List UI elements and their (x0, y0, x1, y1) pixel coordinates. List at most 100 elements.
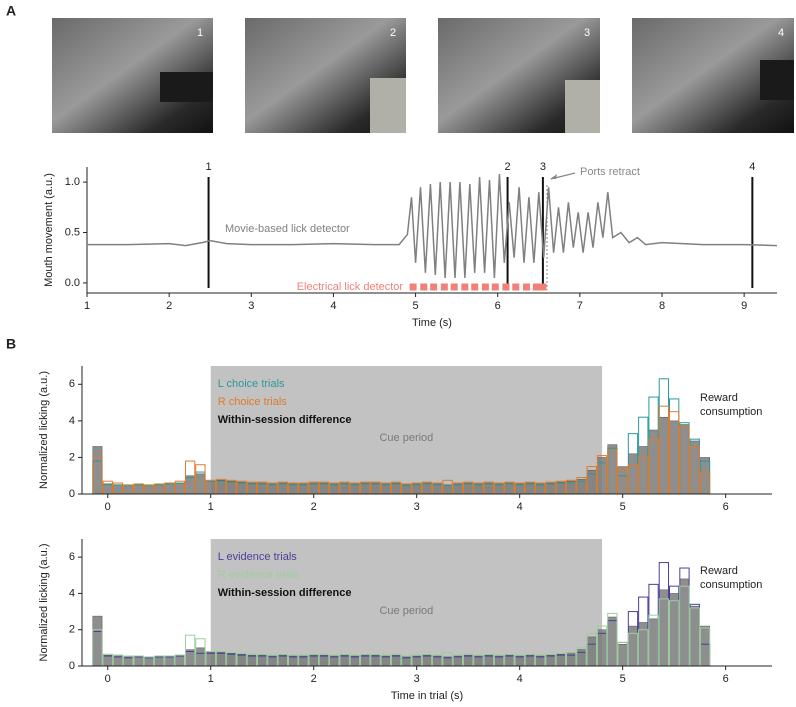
bar (514, 655, 525, 667)
trace (87, 174, 778, 278)
bar (525, 482, 535, 495)
x-tick-label: 6 (723, 673, 729, 685)
bar (329, 483, 340, 495)
bar (452, 655, 463, 667)
bar (164, 483, 175, 495)
x-tick-label: 6 (495, 300, 501, 312)
bar (154, 656, 165, 667)
x-tick-label: 7 (577, 300, 583, 312)
cue-period (210, 539, 603, 666)
bar (298, 483, 309, 495)
y-tick-label: 6 (69, 551, 75, 563)
bar (360, 654, 371, 667)
bar (277, 482, 288, 495)
x-axis-label: Time in trial (s) (391, 690, 463, 702)
y-tick-label: 0.0 (65, 277, 80, 289)
x-tick-label: 1 (84, 300, 90, 312)
x-tick-label: 4 (517, 673, 523, 685)
y-tick-label: 0.5 (65, 226, 80, 238)
bar (226, 653, 237, 667)
bar (236, 481, 247, 495)
bar (586, 636, 597, 667)
photo-label: 3 (584, 27, 590, 39)
bar (205, 480, 216, 495)
lick-event (522, 283, 530, 291)
lick-event (430, 283, 438, 291)
bar (473, 483, 484, 495)
lick-event (502, 283, 510, 291)
legend-entry-main: Within-session difference (218, 587, 352, 599)
bar (195, 647, 206, 667)
bar (185, 475, 196, 495)
bar (700, 457, 710, 495)
bar (669, 593, 680, 667)
x-tick-label: 8 (659, 300, 665, 312)
bar (483, 482, 494, 495)
bar (689, 440, 700, 495)
bar (648, 618, 659, 667)
bar (133, 484, 144, 495)
lick-event (420, 283, 428, 291)
photo: 4 (632, 18, 794, 133)
bar (319, 654, 329, 667)
x-axis-label: Time (s) (412, 317, 452, 329)
bar (308, 654, 319, 667)
bar (164, 656, 175, 667)
bar (288, 483, 299, 495)
bar (452, 483, 463, 495)
photo: 3 (438, 18, 600, 133)
bar (494, 483, 504, 495)
y-tick-label: 1.0 (65, 176, 80, 188)
bar (370, 482, 381, 495)
y-tick-label: 0 (69, 488, 75, 500)
bar (350, 483, 360, 495)
legend-entry: R choice trials (218, 396, 288, 408)
y-tick-label: 2 (69, 451, 75, 463)
lick-event (512, 283, 520, 291)
y-axis-label: Normalized licking (a.u.) (38, 544, 50, 662)
bar (669, 420, 680, 495)
panel-label: B (6, 336, 16, 352)
bar (535, 655, 546, 667)
photo: 1 (52, 18, 213, 133)
bar (463, 654, 474, 667)
bar (483, 654, 494, 667)
bar (247, 654, 257, 667)
bar (154, 484, 165, 495)
bar (267, 655, 278, 667)
bar (638, 622, 649, 667)
bar (205, 652, 216, 667)
bar (123, 485, 134, 495)
annotation: Reward (700, 565, 738, 577)
x-tick-label: 3 (414, 501, 420, 513)
bar (514, 483, 525, 495)
lick-event (481, 283, 489, 291)
bar (288, 655, 299, 667)
annotation: consumption (700, 406, 762, 418)
bar (380, 655, 391, 667)
photo-label: 1 (197, 27, 203, 39)
bar (236, 653, 247, 667)
x-tick-label: 5 (620, 673, 626, 685)
y-tick-label: 4 (69, 587, 75, 599)
bar (113, 484, 123, 495)
bar (102, 654, 113, 667)
bar (504, 654, 515, 667)
bar (422, 654, 432, 667)
bar (102, 484, 113, 495)
bar (144, 657, 154, 667)
bar (226, 480, 237, 495)
annotation: Reward (700, 392, 738, 404)
bar (628, 453, 638, 495)
bar (92, 446, 103, 495)
bar (339, 654, 350, 667)
bar (257, 654, 268, 667)
bar (607, 444, 618, 495)
bar (174, 655, 185, 667)
legend-entry: L choice trials (218, 378, 285, 390)
bar (545, 654, 556, 667)
x-tick-label: 5 (620, 501, 626, 513)
x-tick-label: 2 (311, 501, 317, 513)
lick-event (409, 283, 417, 291)
bar (257, 482, 268, 495)
